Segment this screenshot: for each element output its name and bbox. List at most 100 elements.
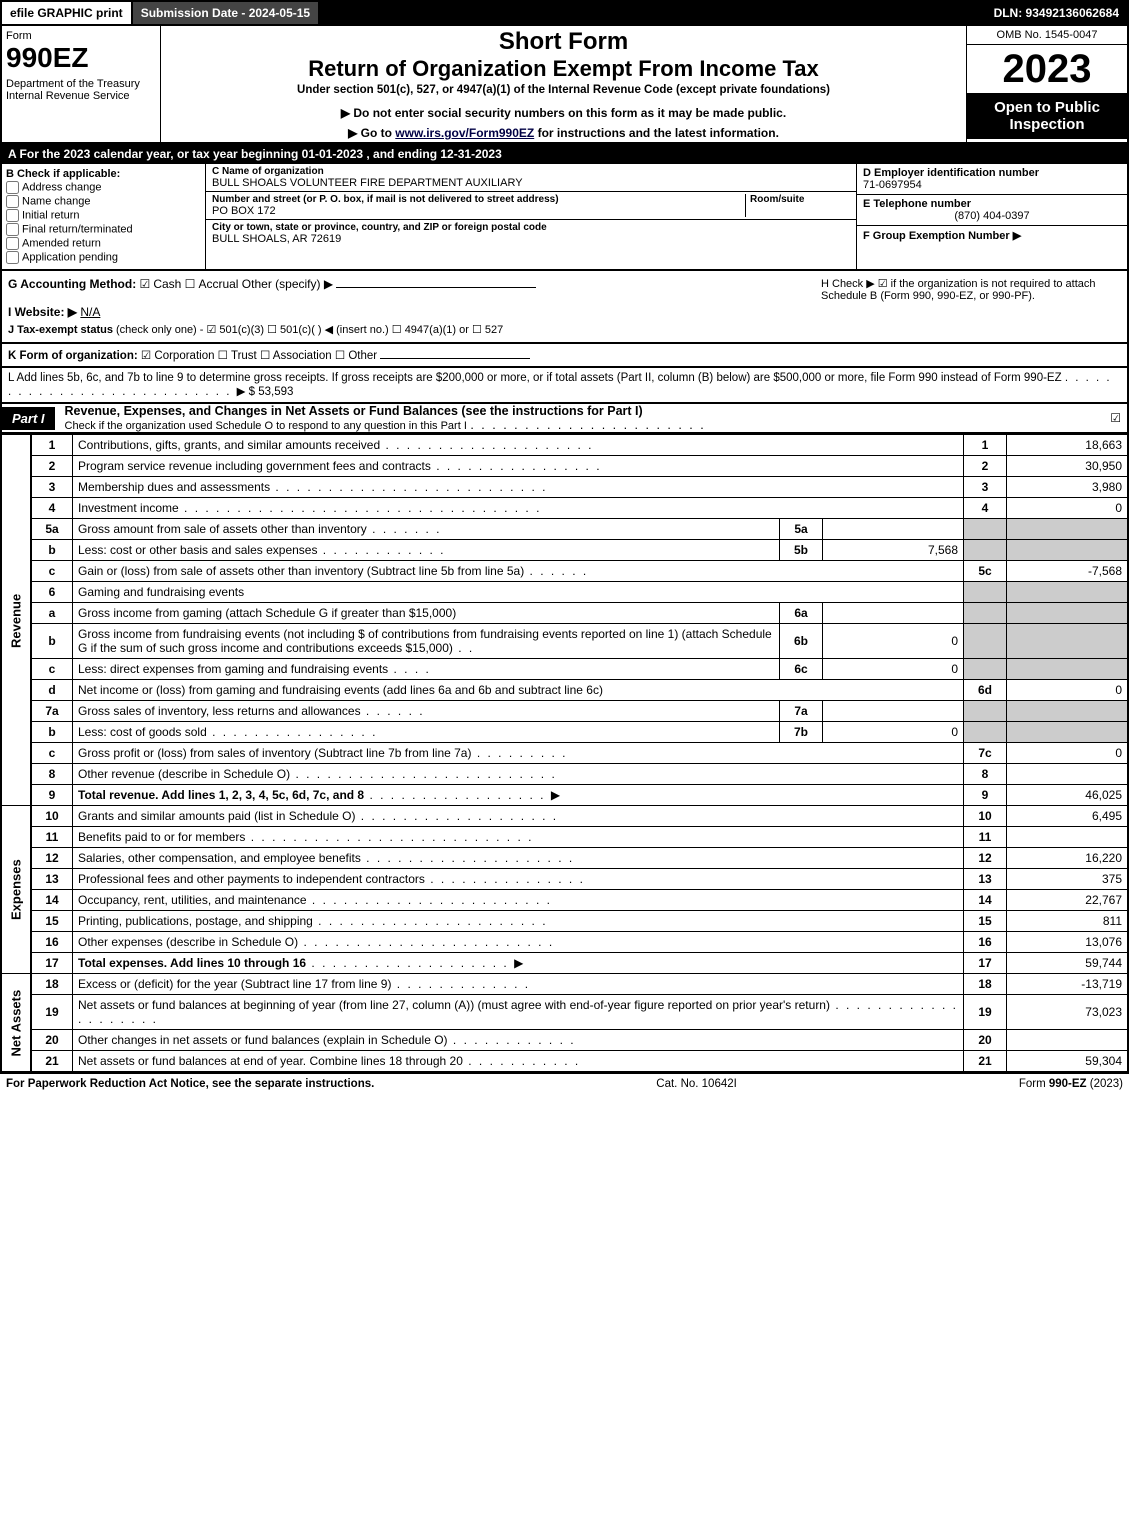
header-middle: Short Form Return of Organization Exempt… — [161, 26, 966, 142]
line-9-desc: Total revenue. Add lines 1, 2, 3, 4, 5c,… — [78, 788, 364, 802]
line-11-desc: Benefits paid to or for members — [78, 830, 245, 844]
i-label: I Website: ▶ — [8, 305, 77, 319]
footer-right: Form 990-EZ (2023) — [1019, 1078, 1123, 1090]
l-amount: ▶ $ 53,593 — [237, 386, 294, 398]
inspection-badge: Open to Public Inspection — [967, 93, 1127, 139]
submission-date: Submission Date - 2024-05-15 — [133, 2, 320, 24]
line-20-desc: Other changes in net assets or fund bala… — [78, 1033, 448, 1047]
g-accrual[interactable]: Accrual — [185, 277, 239, 291]
line-10-desc: Grants and similar amounts paid (list in… — [78, 809, 355, 823]
g-other[interactable]: Other (specify) ▶ — [242, 277, 333, 291]
line-4-desc: Investment income — [78, 501, 179, 515]
line-2-val: 30,950 — [1007, 456, 1129, 477]
line-5c-val: -7,568 — [1007, 561, 1129, 582]
part1-checkbox[interactable]: ☑ — [1110, 411, 1127, 425]
website-value: N/A — [80, 305, 100, 319]
omb-number: OMB No. 1545-0047 — [967, 26, 1127, 45]
line-1-rn: 1 — [964, 435, 1007, 456]
line-20-val — [1007, 1030, 1129, 1051]
link-post: for instructions and the latest informat… — [534, 126, 779, 140]
revenue-side-label: Revenue — [1, 435, 31, 806]
f-label: F Group Exemption Number ▶ — [863, 230, 1021, 242]
tax-year: 2023 — [967, 45, 1127, 93]
efile-label[interactable]: efile GRAPHIC print — [2, 2, 133, 24]
e-label: E Telephone number — [863, 198, 1121, 210]
form-word: Form — [6, 30, 156, 42]
short-form-label: Short Form — [169, 28, 958, 56]
line-4-val: 0 — [1007, 498, 1129, 519]
org-city: BULL SHOALS, AR 72619 — [212, 233, 850, 245]
part1-tab: Part I — [2, 407, 55, 430]
form-number: 990EZ — [6, 42, 156, 74]
line-19-desc: Net assets or fund balances at beginning… — [78, 998, 830, 1012]
g-cash[interactable]: Cash — [140, 277, 182, 291]
page-footer: For Paperwork Reduction Act Notice, see … — [0, 1073, 1129, 1094]
part1-header: Part I Revenue, Expenses, and Changes in… — [0, 404, 1129, 434]
line-16-desc: Other expenses (describe in Schedule O) — [78, 935, 298, 949]
line-21-desc: Net assets or fund balances at end of ye… — [78, 1054, 463, 1068]
line-18-desc: Excess or (deficit) for the year (Subtra… — [78, 977, 391, 991]
line-5a-desc: Gross amount from sale of assets other t… — [78, 522, 367, 536]
line-7b-desc: Less: cost of goods sold — [78, 725, 207, 739]
b-address-change[interactable]: Address change — [6, 181, 201, 194]
l-text: L Add lines 5b, 6c, and 7b to line 9 to … — [8, 372, 1062, 384]
line-19-val: 73,023 — [1007, 995, 1129, 1030]
line-16-val: 13,076 — [1007, 932, 1129, 953]
line-3-val: 3,980 — [1007, 477, 1129, 498]
b-initial-return[interactable]: Initial return — [6, 209, 201, 222]
b-header: B Check if applicable: — [6, 168, 201, 180]
b-name-change[interactable]: Name change — [6, 195, 201, 208]
line-12-val: 16,220 — [1007, 848, 1129, 869]
line-6c-sv: 0 — [823, 659, 964, 680]
c-city-label: City or town, state or province, country… — [212, 222, 850, 233]
line-17-val: 59,744 — [1007, 953, 1129, 974]
j-options[interactable]: (check only one) - ☑ 501(c)(3) ☐ 501(c)(… — [116, 324, 503, 336]
org-name: BULL SHOALS VOLUNTEER FIRE DEPARTMENT AU… — [212, 177, 850, 189]
line-21-val: 59,304 — [1007, 1051, 1129, 1073]
section-b: B Check if applicable: Address change Na… — [2, 164, 206, 269]
line-12-desc: Salaries, other compensation, and employ… — [78, 851, 361, 865]
header-right: OMB No. 1545-0047 2023 Open to Public In… — [966, 26, 1127, 142]
section-k[interactable]: K Form of organization: ☑ Corporation ☐ … — [0, 344, 1129, 368]
footer-left: For Paperwork Reduction Act Notice, see … — [6, 1078, 374, 1090]
ein-value: 71-0697954 — [863, 179, 1121, 191]
ssn-warning: ▶ Do not enter social security numbers o… — [169, 106, 958, 120]
section-l: L Add lines 5b, 6c, and 7b to line 9 to … — [0, 368, 1129, 404]
expenses-side-label: Expenses — [1, 806, 31, 974]
j-label: J Tax-exempt status — [8, 324, 113, 336]
line-11-val — [1007, 827, 1129, 848]
section-c: C Name of organization BULL SHOALS VOLUN… — [206, 164, 856, 269]
b-final-return[interactable]: Final return/terminated — [6, 223, 201, 236]
line-5b-sv: 7,568 — [823, 540, 964, 561]
line-18-val: -13,719 — [1007, 974, 1129, 995]
line-8-desc: Other revenue (describe in Schedule O) — [78, 767, 290, 781]
line-5a-sv — [823, 519, 964, 540]
line-3-desc: Membership dues and assessments — [78, 480, 270, 494]
header-left: Form 990EZ Department of the Treasury In… — [2, 26, 161, 142]
section-h[interactable]: H Check ▶ ☑ if the organization is not r… — [813, 277, 1121, 336]
d-label: D Employer identification number — [863, 167, 1121, 179]
phone-value: (870) 404-0397 — [863, 210, 1121, 222]
line-15-desc: Printing, publications, postage, and shi… — [78, 914, 313, 928]
part1-title: Revenue, Expenses, and Changes in Net As… — [65, 404, 643, 418]
line-14-desc: Occupancy, rent, utilities, and maintena… — [78, 893, 307, 907]
b-amended-return[interactable]: Amended return — [6, 237, 201, 250]
c-street-label: Number and street (or P. O. box, if mail… — [212, 194, 745, 205]
line-13-desc: Professional fees and other payments to … — [78, 872, 425, 886]
section-def: D Employer identification number 71-0697… — [856, 164, 1127, 269]
line-7a-desc: Gross sales of inventory, less returns a… — [78, 704, 361, 718]
irs-link[interactable]: www.irs.gov/Form990EZ — [395, 126, 534, 140]
b-application-pending[interactable]: Application pending — [6, 251, 201, 264]
line-6a-desc: Gross income from gaming (attach Schedul… — [78, 606, 456, 620]
netassets-side-label: Net Assets — [1, 974, 31, 1073]
form-subtitle: Under section 501(c), 527, or 4947(a)(1)… — [169, 84, 958, 96]
line-8-val — [1007, 764, 1129, 785]
line-15-val: 811 — [1007, 911, 1129, 932]
line-5c-desc: Gain or (loss) from sale of assets other… — [78, 564, 524, 578]
line-6b-desc: Gross income from fundraising events (no… — [78, 627, 772, 655]
line-10-val: 6,495 — [1007, 806, 1129, 827]
line-6a-sv — [823, 603, 964, 624]
line-6b-sv: 0 — [823, 624, 964, 659]
part1-sub: Check if the organization used Schedule … — [65, 420, 467, 432]
line-7c-desc: Gross profit or (loss) from sales of inv… — [78, 746, 471, 760]
